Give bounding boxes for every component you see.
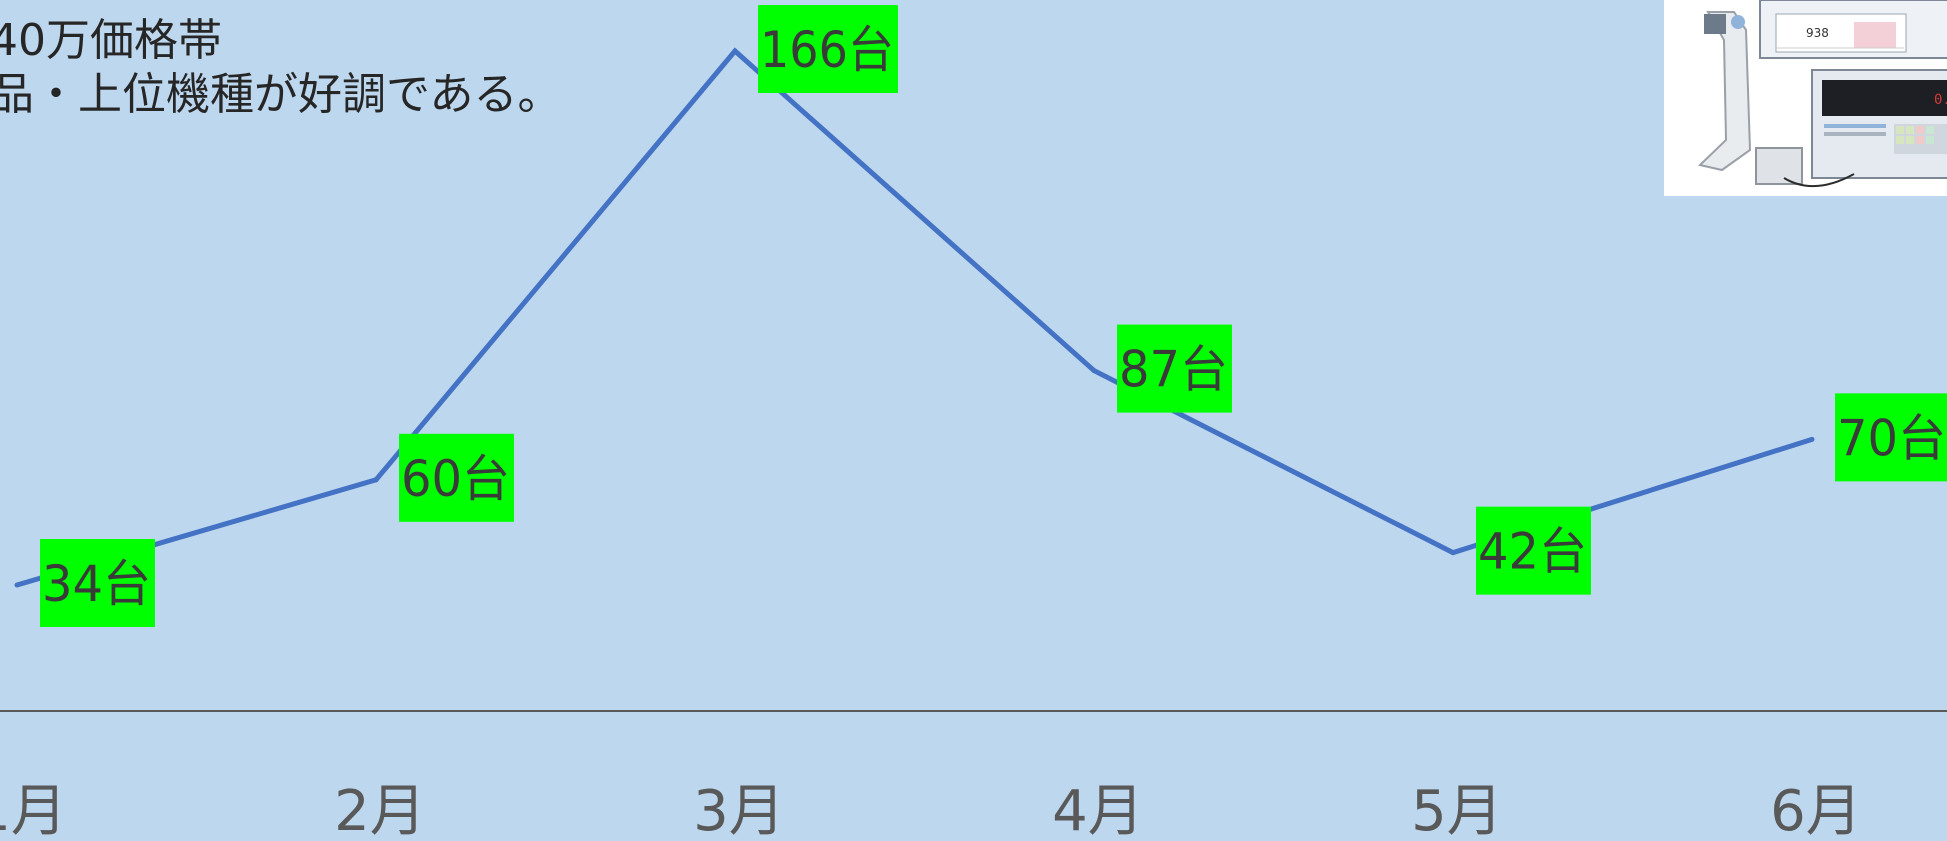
data-label-4月: 87台 <box>1117 324 1232 413</box>
x-tick-label-6月: 6月 <box>1770 779 1862 841</box>
data-point-1月 <box>14 582 20 588</box>
data-label-3月: 166台 <box>758 5 898 93</box>
data-point-5月 <box>1450 550 1456 556</box>
annotation-line-1: 40万価格帯 <box>0 15 222 66</box>
svg-text:60台: 60台 <box>401 450 510 508</box>
product-image: 938 0.0 <box>1664 0 1947 196</box>
x-tick-label-5月: 5月 <box>1411 779 1503 841</box>
data-point-3月 <box>732 48 738 54</box>
x-tick-label-1月: 1月 <box>0 779 67 841</box>
x-tick-label-3月: 3月 <box>693 779 785 841</box>
data-points <box>14 48 1815 588</box>
screen-number: 938 <box>1806 26 1829 40</box>
svg-text:87台: 87台 <box>1119 341 1228 399</box>
x-tick-labels: 1月 2月 3月 4月 5月 6月 <box>0 779 1862 841</box>
svg-text:70台: 70台 <box>1837 409 1946 467</box>
data-point-2月 <box>373 477 379 483</box>
data-point-4月 <box>1091 368 1097 374</box>
data-label-2月: 60台 <box>399 433 514 522</box>
series-line <box>16 47 1813 588</box>
data-point-6月 <box>1809 436 1815 442</box>
annotation-line-2: 品・上位機種が好調である。 <box>0 69 562 120</box>
svg-text:0.0: 0.0 <box>1934 92 1947 108</box>
svg-text:42台: 42台 <box>1478 523 1587 581</box>
x-tick-label-2月: 2月 <box>334 779 426 841</box>
annotation-text: 40万価格帯 品・上位機種が好調である。 <box>0 14 562 122</box>
data-labels: 34台 60台 166台 87台 42台 70台 <box>40 5 1947 627</box>
data-label-6月: 70台 <box>1835 393 1947 482</box>
data-label-5月: 42台 <box>1476 506 1591 595</box>
x-tick-label-4月: 4月 <box>1052 779 1144 841</box>
data-label-1月: 34台 <box>40 539 155 627</box>
scanner-stand-icon <box>1697 11 1752 172</box>
svg-text:34台: 34台 <box>42 555 151 613</box>
svg-text:166台: 166台 <box>760 21 894 79</box>
